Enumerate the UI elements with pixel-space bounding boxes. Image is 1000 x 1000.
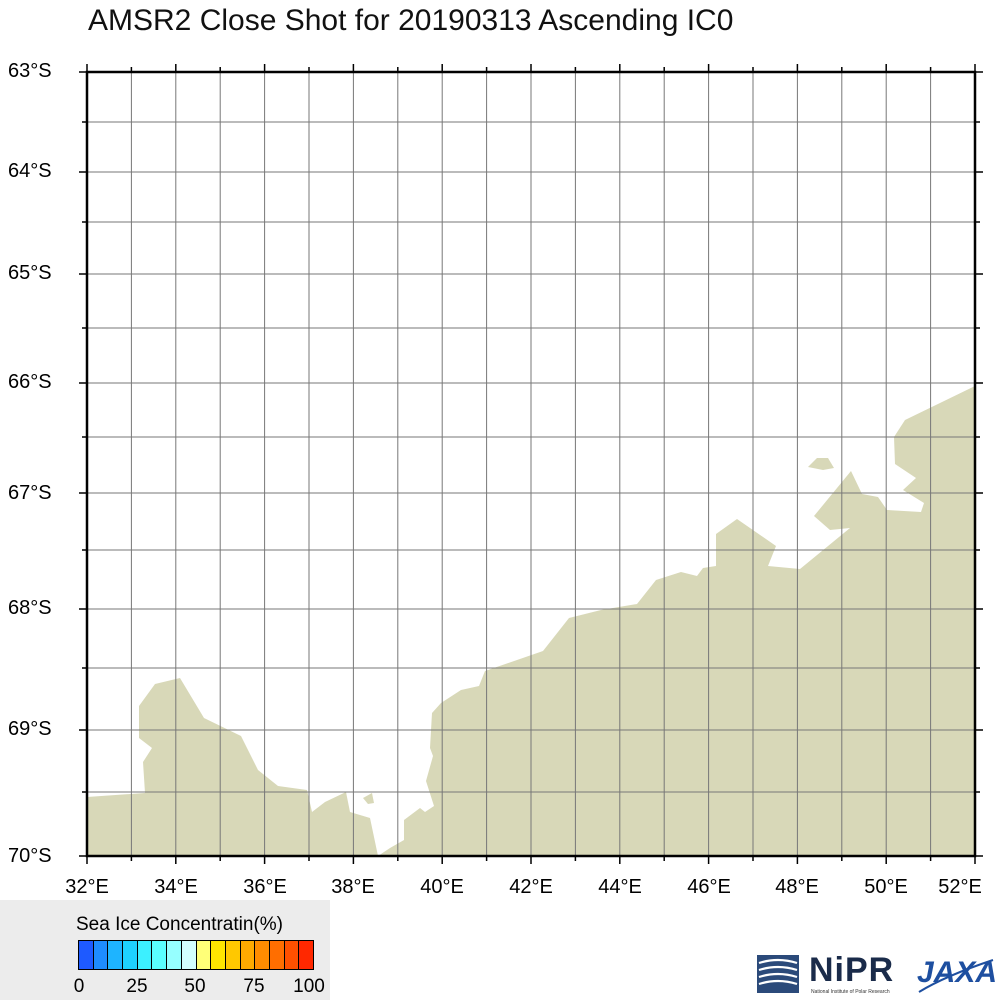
jaxa-swoosh [918, 959, 994, 993]
nipr-subtitle: National Institute of Polar Research [811, 989, 890, 995]
lon-label: 32°E [65, 876, 109, 898]
lon-label: 42°E [509, 876, 553, 898]
lat-label: 64°S [8, 160, 52, 182]
lon-label: 50°E [864, 876, 908, 898]
nipr-wordmark: NiPR [809, 951, 895, 989]
legend-tick: 50 [184, 976, 206, 997]
legend-color-cell [211, 941, 226, 969]
legend-color-cell [123, 941, 138, 969]
lat-label: 63°S [8, 60, 52, 82]
land-polygon-island-1 [363, 793, 374, 804]
lon-label: 36°E [243, 876, 287, 898]
legend-color-cell [167, 941, 182, 969]
legend-color-cell [137, 941, 153, 969]
map-gridlines [87, 72, 975, 856]
lon-label: 48°E [775, 876, 819, 898]
lon-label: 44°E [598, 876, 642, 898]
nipr-logo: NiPR National Institute of Polar Researc… [757, 951, 907, 997]
legend-color-cell [225, 941, 241, 969]
legend-tick: 0 [73, 976, 85, 997]
map-canvas [79, 64, 983, 864]
jaxa-logo: JAXA [917, 956, 997, 993]
legend-tick: 75 [243, 976, 265, 997]
lat-label: 66°S [8, 371, 52, 393]
legend-color-cell [79, 941, 94, 969]
legend-color-cell [108, 941, 124, 969]
legend-color-cell [284, 941, 300, 969]
land-polygon-island-2 [808, 458, 834, 470]
legend-tick: 100 [293, 976, 325, 997]
lat-label: 67°S [8, 482, 52, 504]
lon-label: 52°E [938, 876, 982, 898]
legend-color-cell [152, 941, 168, 969]
legend-color-cell [240, 941, 256, 969]
lat-label: 70°S [8, 845, 52, 867]
map-title: AMSR2 Close Shot for 20190313 Ascending … [88, 4, 734, 37]
legend-color-cell [196, 941, 212, 969]
lat-label: 69°S [8, 718, 52, 740]
legend-colorbar [78, 940, 314, 970]
lon-label: 34°E [154, 876, 198, 898]
legend-color-cell [255, 941, 270, 969]
legend-tick: 25 [126, 976, 148, 997]
lon-label: 46°E [687, 876, 731, 898]
legend-color-cell [181, 941, 197, 969]
lon-label: 40°E [420, 876, 464, 898]
legend-color-cell [93, 941, 109, 969]
map-ticks [79, 64, 983, 864]
lat-label: 65°S [8, 262, 52, 284]
lon-label: 38°E [331, 876, 375, 898]
legend-color-cell [269, 941, 285, 969]
nipr-emblem-icon [757, 955, 799, 993]
lat-label: 68°S [8, 597, 52, 619]
legend-title: Sea Ice Concentratin(%) [76, 914, 283, 935]
legend-color-cell [299, 941, 313, 969]
